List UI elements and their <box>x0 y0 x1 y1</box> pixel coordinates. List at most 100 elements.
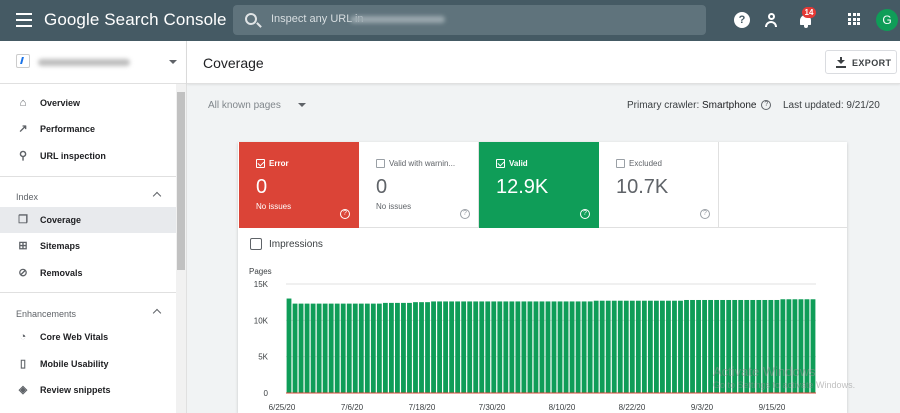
phone-icon: ▯ <box>19 358 27 370</box>
sidebar-item-sitemaps[interactable]: ⊞ Sitemaps <box>18 240 81 252</box>
caret-down-icon[interactable] <box>169 60 177 64</box>
sidebar-item-url-inspection[interactable]: ⚲ URL inspection <box>18 150 106 162</box>
chart-bar <box>696 299 701 393</box>
gauge-icon: ◔ <box>19 331 27 343</box>
chart-bar <box>352 303 358 393</box>
chart-bar <box>461 301 467 393</box>
chart-bar <box>497 301 503 393</box>
last-updated: Last updated: 9/21/20 <box>783 100 880 111</box>
property-selector[interactable] <box>0 41 186 84</box>
sidebar-item-coverage[interactable]: ❐ Coverage <box>0 207 176 233</box>
menu-icon[interactable] <box>16 13 32 27</box>
chart-bar <box>358 303 364 393</box>
section-header-enhancements[interactable]: Enhancements <box>0 301 176 325</box>
apps-grid-icon[interactable] <box>848 13 860 25</box>
redacted-property <box>350 16 445 23</box>
sidebar-scrollbar[interactable] <box>176 84 186 413</box>
chart-bar <box>473 301 479 393</box>
checkbox-unchecked-icon[interactable] <box>616 159 625 168</box>
app-title[interactable]: Google Search Console <box>44 10 227 29</box>
chart-bar <box>792 299 798 393</box>
chevron-up-icon[interactable] <box>152 191 162 201</box>
sidebar-item-performance[interactable]: ↗ Performance <box>18 123 96 135</box>
chart-bar <box>629 300 635 393</box>
chart-bar <box>401 302 406 393</box>
search-icon <box>245 13 257 25</box>
chart-bar <box>641 300 647 393</box>
chart-bar <box>611 300 617 393</box>
checkbox-unchecked-icon[interactable] <box>250 238 262 250</box>
chart-bar <box>310 303 316 393</box>
account-avatar[interactable]: G <box>876 9 898 31</box>
tile-valid-with-warnings[interactable]: Valid with warnin... 0 No issues ? <box>359 142 479 228</box>
sidebar-item-mobile-usability[interactable]: ▯ Mobile Usability <box>0 351 176 377</box>
property-favicon-icon <box>16 54 30 68</box>
chart-bar <box>382 302 388 393</box>
sidebar-item-removals[interactable]: ⊘ Removals <box>18 267 83 279</box>
chart-bar <box>539 301 545 393</box>
scrollbar-thumb[interactable] <box>177 92 185 270</box>
chart-bar <box>750 299 756 393</box>
chart-bar <box>503 301 509 393</box>
help-circle-icon[interactable]: ? <box>580 209 590 219</box>
chart-bar <box>690 299 695 393</box>
x-tick-label: 8/22/20 <box>619 403 646 412</box>
chart-bar <box>485 301 491 393</box>
url-inspect-search[interactable]: Inspect any URL in <box>233 5 706 35</box>
chart-bar <box>527 301 533 393</box>
filter-bar: All known pages Primary crawler: Smartph… <box>187 85 900 125</box>
chart-bar <box>714 299 720 393</box>
sidebar-item-review-snippets[interactable]: ◈ Review snippets <box>18 384 111 396</box>
notifications-badge: 14 <box>802 7 816 18</box>
chart-bar <box>672 300 677 393</box>
help-icon[interactable]: ? <box>734 12 750 28</box>
chevron-up-icon[interactable] <box>152 308 162 318</box>
help-circle-icon[interactable]: ? <box>761 100 772 111</box>
checkbox-checked-icon[interactable] <box>496 159 505 168</box>
chart-bar <box>407 302 412 393</box>
tile-excluded[interactable]: Excluded 10.7K ? <box>599 142 719 228</box>
watermark-title: Activate Windows <box>713 364 816 379</box>
tile-error[interactable]: Error 0 No issues ? <box>239 142 359 228</box>
top-app-bar: Google Search Console Inspect any URL in… <box>0 0 900 41</box>
redacted-property-name <box>38 59 130 66</box>
help-circle-icon[interactable]: ? <box>700 209 710 219</box>
chart-bar <box>545 301 551 393</box>
main-header: Coverage EXPORT <box>187 41 900 84</box>
caret-down-icon[interactable] <box>298 103 306 107</box>
chart-bar <box>702 299 707 393</box>
chart-bar <box>708 299 714 393</box>
manage-users-icon[interactable] <box>765 12 781 28</box>
divider <box>0 176 176 177</box>
coverage-bar-chart: Pages 15K 10K 5K 06/25/20 7/6/20 7/18/20 7/30/2… <box>249 267 816 412</box>
sidebar-item-core-web-vitals[interactable]: ◔ Core Web Vitals <box>0 324 176 350</box>
chart-bar <box>768 299 774 393</box>
chart-bar <box>413 302 418 393</box>
export-button[interactable]: EXPORT <box>825 50 897 74</box>
notifications-bell-icon[interactable] <box>798 12 814 28</box>
chart-bar <box>298 303 304 393</box>
chart-bar <box>635 300 641 393</box>
chart-bar <box>431 301 436 393</box>
chart-bar <box>449 301 455 393</box>
chart-bar <box>425 302 430 393</box>
chart-bar <box>509 301 515 393</box>
chart-bar <box>334 303 340 393</box>
checkbox-unchecked-icon[interactable] <box>376 159 385 168</box>
search-icon: ⚲ <box>18 150 28 162</box>
chart-bar <box>455 301 461 393</box>
section-header-index[interactable]: Index <box>0 184 176 208</box>
y-tick-label: 0 <box>264 389 269 398</box>
search-placeholder[interactable]: Inspect any URL in <box>271 13 364 25</box>
help-circle-icon[interactable]: ? <box>340 209 350 219</box>
download-icon <box>836 57 846 68</box>
pages-filter-select[interactable]: All known pages <box>208 100 281 111</box>
tile-valid[interactable]: Valid 12.9K ? <box>479 142 599 228</box>
help-circle-icon[interactable]: ? <box>460 209 470 219</box>
watermark-subtitle: Go to Settings to activate Windows. <box>713 380 856 390</box>
chart-bar <box>617 300 623 393</box>
chart-bar <box>762 299 768 393</box>
eye-off-icon: ⊘ <box>18 267 28 279</box>
sidebar-item-overview[interactable]: ⌂ Overview <box>0 90 176 116</box>
checkbox-checked-icon[interactable] <box>256 159 265 168</box>
